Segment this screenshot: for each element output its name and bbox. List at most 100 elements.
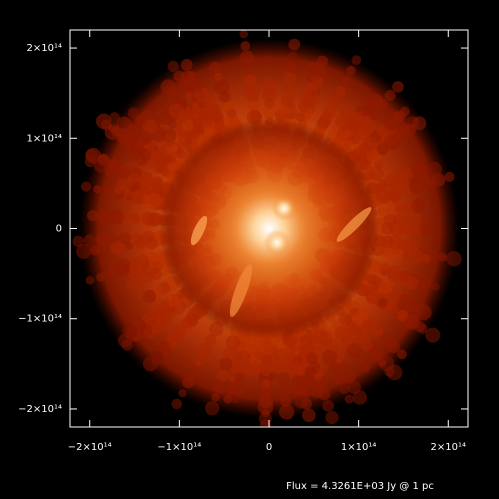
emission-clump	[403, 238, 419, 254]
emission-clump	[76, 243, 92, 259]
emission-clump	[323, 105, 337, 119]
emission-clump	[425, 327, 441, 343]
emission-clump	[173, 70, 185, 82]
emission-clump	[313, 372, 322, 381]
emission-clump	[375, 188, 391, 204]
emission-clump	[352, 390, 368, 405]
core-knot	[264, 229, 290, 256]
emission-clump	[174, 126, 184, 136]
emission-clump	[351, 55, 362, 66]
emission-clump	[361, 363, 370, 372]
y-tick-label: 1×10¹⁴	[27, 133, 62, 144]
emission-clump	[338, 362, 348, 371]
emission-clump	[170, 144, 179, 154]
emission-clump	[329, 95, 341, 107]
emission-clump	[365, 273, 377, 285]
emission-clump	[368, 325, 379, 337]
emission-clump	[141, 211, 156, 226]
emission-clump	[368, 164, 377, 173]
emission-clump	[380, 333, 392, 345]
emission-clump	[153, 163, 164, 174]
emission-clump	[388, 235, 403, 250]
emission-clump	[222, 346, 237, 361]
emission-clump	[147, 140, 157, 150]
emission-clump	[141, 230, 155, 243]
emission-clump	[137, 174, 153, 190]
emission-clump	[131, 232, 142, 243]
emission-clump	[444, 171, 455, 182]
emission-clump	[278, 404, 295, 420]
emission-clump	[338, 383, 350, 395]
emission-clump	[172, 323, 187, 338]
emission-clump	[384, 90, 396, 101]
emission-clump	[287, 361, 304, 378]
emission-clump	[116, 132, 127, 144]
emission-clump	[384, 366, 395, 377]
emission-clump	[288, 51, 298, 61]
emission-clump	[374, 160, 384, 170]
core-knot	[272, 196, 296, 221]
x-tick-label: 2×10¹⁴	[431, 442, 466, 453]
emission-clump	[392, 110, 406, 123]
emission-clump	[431, 173, 446, 187]
emission-clump	[148, 305, 163, 320]
emission-clump	[87, 210, 99, 222]
emission-clump	[299, 90, 313, 105]
emission-clump	[116, 116, 132, 133]
emission-clump	[280, 107, 290, 117]
emission-clump	[168, 103, 185, 119]
emission-clump	[386, 205, 396, 215]
emission-clump	[262, 367, 271, 377]
emission-clump	[204, 401, 220, 416]
emission-clump	[421, 177, 434, 189]
emission-clump	[226, 108, 237, 119]
emission-clump	[446, 251, 462, 267]
emission-clump	[380, 268, 389, 277]
emission-clump	[260, 342, 274, 356]
emission-clump	[421, 254, 431, 263]
emission-clump	[412, 213, 422, 223]
emission-clump	[134, 276, 144, 286]
emission-clump	[393, 129, 409, 144]
emission-clump	[405, 314, 421, 330]
emission-clump	[127, 107, 139, 119]
emission-clump	[236, 350, 250, 364]
emission-clump	[365, 288, 381, 304]
emission-clump	[187, 70, 196, 80]
emission-clump	[378, 358, 387, 368]
emission-clump	[160, 79, 176, 95]
emission-clump	[109, 112, 120, 124]
emission-clump	[107, 233, 119, 245]
emission-clump	[136, 266, 147, 276]
emission-clump	[96, 272, 106, 282]
emission-clump	[197, 343, 213, 358]
emission-clump	[438, 252, 448, 262]
emission-clump	[395, 203, 406, 214]
emission-clump	[322, 400, 335, 412]
jet	[229, 264, 253, 317]
emission-clump	[254, 351, 263, 360]
y-tick-label: −2×10¹⁴	[18, 404, 62, 415]
emission-clump	[307, 61, 321, 75]
emission-clump	[292, 384, 307, 398]
emission-clump	[346, 65, 356, 76]
emission-clump	[257, 399, 274, 415]
emission-clump	[135, 113, 148, 126]
emission-clump	[130, 213, 140, 224]
emission-clump	[247, 100, 259, 111]
emission-clump	[202, 100, 211, 109]
emission-clump	[89, 244, 101, 256]
emission-clump	[392, 81, 404, 93]
emission-clump	[309, 361, 321, 373]
emission-clump	[197, 110, 213, 127]
emission-clump	[378, 298, 388, 308]
emission-clump	[229, 380, 246, 397]
emission-clump	[95, 233, 108, 246]
emission-clump	[115, 263, 130, 278]
emission-clump	[328, 362, 341, 374]
emission-clump	[239, 30, 249, 39]
emission-clump	[334, 85, 346, 97]
emission-clump	[80, 181, 92, 192]
emission-clump	[102, 244, 111, 253]
